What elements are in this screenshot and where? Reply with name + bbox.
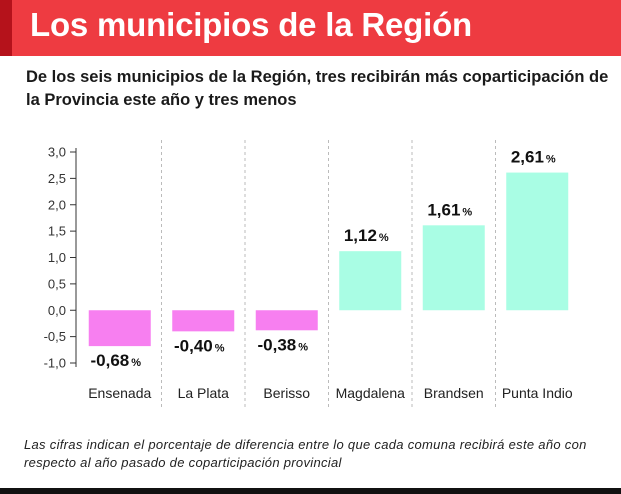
y-tick-label: 2,5 — [48, 171, 66, 186]
data-label: 1,61% — [427, 200, 472, 219]
footnote: Las cifras indican el porcentaje de dife… — [24, 437, 587, 470]
bar-chart: 3,0 2,5 2,0 1,5 1,0 0,5 0,0 -0,5 -1,0 -0,68 % Ensen… — [44, 140, 573, 408]
category-label: Punta Indio — [502, 385, 573, 401]
category-label: Brandsen — [424, 385, 484, 401]
data-label: -0,40% — [174, 336, 225, 355]
bottom-rule — [0, 488, 621, 494]
y-tick-label: -1,0 — [44, 356, 66, 371]
header-bar: Los municipios de la Región — [0, 0, 621, 56]
y-tick-label: 0,0 — [48, 303, 66, 318]
y-tick-label: -0,5 — [44, 329, 66, 344]
chart-subtitle: De los seis municipios de la Región, tre… — [26, 68, 609, 109]
bar — [172, 310, 235, 332]
data-label: 1,12% — [344, 226, 389, 245]
bar — [255, 310, 318, 331]
data-label: -0,38% — [257, 335, 308, 354]
data-label: 2,61% — [511, 148, 556, 167]
category-label: Berisso — [263, 385, 310, 401]
header-accent — [0, 0, 12, 56]
data-label: -0,68% — [90, 351, 141, 370]
category-label: Magdalena — [336, 385, 405, 401]
y-tick-label: 2,0 — [48, 197, 66, 212]
bar — [506, 172, 569, 311]
y-tick-label: 1,5 — [48, 224, 66, 239]
y-tick-label: 3,0 — [48, 145, 66, 160]
bar — [422, 225, 485, 311]
y-tick-label: 0,5 — [48, 276, 66, 291]
page-title: Los municipios de la Región — [30, 6, 472, 43]
y-tick-label: 1,0 — [48, 250, 66, 265]
bar — [339, 251, 402, 311]
category-label: La Plata — [178, 385, 230, 401]
bar — [88, 310, 151, 347]
category-label: Ensenada — [88, 385, 151, 401]
